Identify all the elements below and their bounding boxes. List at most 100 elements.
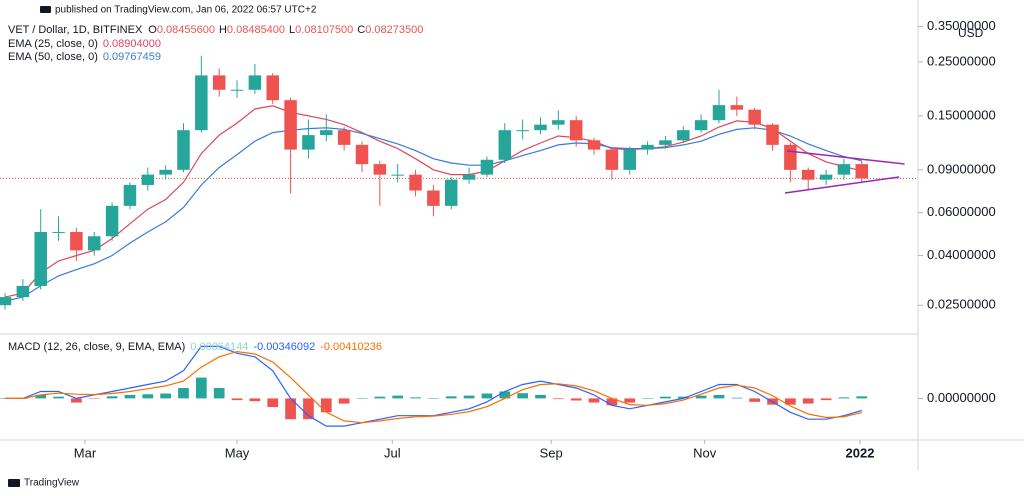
legend-text: VET / Dollar, 1D, BITFINEX bbox=[8, 24, 143, 36]
x-tick-label: Sep bbox=[540, 445, 563, 460]
candle-body bbox=[87, 236, 101, 251]
candle-body bbox=[694, 120, 708, 131]
trendline bbox=[784, 176, 900, 194]
candle-body bbox=[819, 174, 833, 180]
candle-body bbox=[34, 231, 47, 286]
histogram-bar bbox=[588, 398, 600, 403]
candle-body bbox=[748, 109, 761, 125]
histogram-bar bbox=[392, 395, 404, 399]
header-text: published on TradingView.com, Jan 06, 20… bbox=[55, 5, 317, 16]
histogram-bar bbox=[535, 394, 546, 399]
histogram-bar bbox=[642, 398, 653, 399]
legend-text: O bbox=[148, 24, 157, 36]
legend-entry: VET / Dollar, 1D, BITFINEX O0.08455600 H 0.… bbox=[8, 24, 423, 36]
x-tick-label: 2022 bbox=[846, 445, 875, 460]
candle-body bbox=[552, 120, 565, 125]
candle-body bbox=[409, 174, 422, 191]
candle-body bbox=[605, 149, 619, 170]
price-panel bbox=[0, 55, 918, 310]
candle-body bbox=[230, 89, 244, 91]
legend-text: 0.08455600 bbox=[157, 24, 215, 36]
y-tick-label: 0.04000000 bbox=[927, 247, 996, 262]
histogram-bar bbox=[820, 398, 832, 401]
candle-body bbox=[0, 297, 12, 306]
unit-label: USD bbox=[958, 26, 984, 40]
candle-body bbox=[177, 130, 190, 170]
legend-text: C bbox=[357, 24, 365, 36]
histogram-bar bbox=[802, 398, 814, 404]
histogram-bar bbox=[35, 394, 47, 399]
y-tick-label: 0.25000000 bbox=[927, 53, 996, 68]
histogram-bar bbox=[249, 398, 261, 402]
histogram-bar bbox=[499, 391, 511, 399]
histogram-bar bbox=[713, 394, 725, 399]
histogram-bar bbox=[677, 396, 689, 399]
histogram-bar bbox=[71, 398, 82, 403]
candle-body bbox=[302, 135, 315, 150]
y-tick-label: 0.15000000 bbox=[927, 107, 996, 122]
macd-panel bbox=[0, 345, 868, 427]
legend-entry: MACD (12, 26, close, 9, EMA, EMA) 0.00064… bbox=[8, 341, 382, 353]
candle-body bbox=[712, 105, 726, 121]
histogram-bar bbox=[785, 398, 796, 405]
histogram-bar bbox=[106, 396, 118, 399]
legend-text: 0.09767459 bbox=[103, 51, 161, 63]
histogram-bar bbox=[624, 398, 636, 403]
candle-body bbox=[837, 164, 851, 175]
histogram-bar bbox=[142, 394, 154, 399]
candle-body bbox=[427, 190, 440, 206]
candle-body bbox=[355, 144, 369, 165]
histogram-bar bbox=[195, 377, 207, 399]
legend-entry: EMA (25, close, 0) 0.08904000 bbox=[8, 38, 161, 50]
publish-header: published on TradingView.com, Jan 06, 20… bbox=[40, 5, 317, 16]
histogram-bar bbox=[731, 397, 743, 399]
legend-text: -0.00346092 bbox=[253, 341, 315, 353]
histogram-bar bbox=[445, 396, 457, 399]
legend-text: L bbox=[289, 24, 295, 36]
logo-icon bbox=[40, 6, 51, 13]
histogram-bar bbox=[428, 398, 439, 399]
x-tick-label: Nov bbox=[693, 445, 717, 460]
y-tick-label: 0.06000000 bbox=[927, 204, 996, 219]
histogram-bar bbox=[695, 395, 707, 399]
candle-body bbox=[70, 231, 83, 251]
y-tick-label: 0.35000000 bbox=[927, 18, 996, 33]
candle-body bbox=[373, 164, 387, 175]
legend-text: H bbox=[219, 24, 227, 36]
candle-body bbox=[659, 140, 672, 145]
candle-body bbox=[766, 124, 779, 145]
y-tick-label: 0.09000000 bbox=[927, 161, 996, 176]
histogram-bar bbox=[410, 397, 421, 399]
histogram-bar bbox=[517, 393, 528, 399]
histogram-bar bbox=[660, 396, 671, 399]
ema-line bbox=[4, 105, 862, 298]
histogram-bar bbox=[88, 398, 100, 399]
x-tick-label: Mar bbox=[74, 445, 97, 460]
histogram-bar bbox=[53, 396, 64, 399]
candle-body bbox=[284, 100, 297, 150]
candle-body bbox=[266, 75, 279, 101]
histogram-bar bbox=[481, 393, 493, 399]
histogram-bar bbox=[356, 398, 368, 399]
candle-body bbox=[105, 205, 119, 237]
candle-body bbox=[159, 169, 172, 175]
candle-body bbox=[569, 120, 583, 141]
y-tick-label: 0.02500000 bbox=[927, 297, 996, 312]
histogram-bar bbox=[338, 398, 350, 404]
candle-body bbox=[462, 174, 476, 180]
legend-text: 0.08107500 bbox=[295, 24, 353, 36]
candle-body bbox=[801, 169, 815, 180]
histogram-bar bbox=[463, 395, 475, 399]
candle-body bbox=[337, 130, 351, 145]
candle-body bbox=[677, 130, 690, 141]
macd-line bbox=[5, 350, 862, 424]
histogram-bar bbox=[749, 398, 761, 402]
histogram-bar bbox=[838, 397, 850, 399]
candle-body bbox=[516, 130, 529, 132]
candle-body bbox=[195, 75, 208, 131]
histogram-bar bbox=[178, 388, 189, 399]
candle-body bbox=[784, 144, 797, 170]
candle-body bbox=[623, 149, 636, 170]
